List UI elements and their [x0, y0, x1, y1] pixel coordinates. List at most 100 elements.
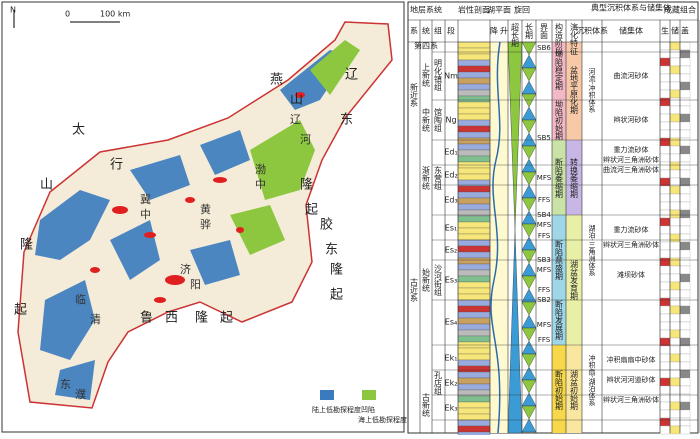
play — [679, 185, 691, 195]
play — [679, 137, 691, 147]
play — [669, 305, 681, 315]
stage: 断陷发展期 — [555, 299, 564, 341]
play — [659, 345, 671, 355]
dep-system: 河流-冲积体系 — [588, 68, 596, 113]
member: Ek₂ — [445, 379, 458, 388]
header: 升 — [500, 27, 508, 36]
play — [669, 145, 681, 155]
play — [669, 377, 681, 387]
map-label: 黄 — [200, 202, 211, 216]
play — [679, 89, 691, 99]
map-label: 起 — [14, 303, 27, 318]
series: 上新统 — [422, 63, 431, 88]
play — [659, 49, 671, 59]
play — [659, 105, 671, 115]
lithology — [457, 275, 491, 283]
lithology — [457, 155, 491, 163]
interface: MFS — [537, 266, 552, 274]
interface: SB5 — [537, 134, 551, 142]
lithology — [457, 299, 491, 307]
map-label: 河 — [300, 133, 311, 146]
cycle — [521, 405, 537, 420]
play — [669, 385, 681, 395]
header: 储集体 — [619, 26, 643, 36]
lithology — [457, 125, 491, 133]
play — [679, 329, 691, 339]
map-label: 中 — [255, 178, 266, 191]
lithology — [457, 311, 491, 319]
reservoir: 冲积扇扇中砂体 — [607, 355, 656, 364]
header: 湖平面 — [487, 6, 511, 15]
feature: 湖盆发育期 — [570, 260, 579, 301]
band — [566, 345, 582, 433]
play — [679, 297, 691, 307]
dep-system: 冲积扇-湖泊体系 — [588, 353, 596, 406]
play — [669, 137, 681, 147]
play — [669, 41, 681, 51]
stage: 坳陷稳定期 — [555, 49, 564, 91]
lithology — [457, 167, 491, 175]
map-label: 太 — [72, 123, 85, 138]
play — [659, 153, 671, 163]
play — [659, 249, 671, 259]
play — [659, 225, 671, 235]
play — [679, 161, 691, 171]
lithology — [457, 413, 491, 421]
system: 第四系 — [414, 41, 438, 51]
member: Es₂ — [445, 246, 457, 255]
reservoir: 曲流河三角洲砂体 — [603, 165, 659, 174]
play — [669, 321, 681, 331]
reservoir: 辫状河河道砂体 — [607, 375, 656, 384]
lithology — [457, 197, 491, 205]
play — [669, 57, 681, 67]
band — [566, 140, 582, 215]
member: Es₃ — [445, 276, 457, 285]
map-label: 临 — [75, 292, 86, 306]
cycle — [521, 275, 537, 290]
interface: SB2 — [537, 296, 551, 304]
play — [659, 145, 671, 155]
play — [679, 97, 691, 107]
lithology — [457, 137, 491, 145]
play — [669, 369, 681, 379]
feature: 转换萎缩期 — [570, 157, 579, 199]
lithology — [457, 287, 491, 295]
band — [552, 42, 566, 140]
play — [679, 57, 691, 67]
lithology — [457, 257, 491, 265]
map-label: 山 — [40, 178, 53, 193]
reservoir: 辫状河三角洲砂体 — [603, 240, 659, 249]
map-label: 辽 — [345, 68, 358, 83]
north: N — [10, 6, 16, 15]
play — [659, 121, 671, 131]
play — [669, 313, 681, 323]
play — [659, 361, 671, 371]
map-label: 渤 — [255, 163, 266, 176]
play — [659, 81, 671, 91]
lithology — [457, 89, 491, 97]
map-label: 隆 — [195, 311, 208, 326]
lithology — [457, 143, 491, 151]
header: 段 — [447, 26, 455, 36]
lithology — [457, 239, 491, 247]
interface: MFS — [537, 221, 552, 229]
interface: SB6 — [537, 44, 551, 52]
header: 岩性剖面 — [458, 5, 490, 15]
play — [659, 297, 671, 307]
play — [659, 233, 671, 243]
lithology — [457, 185, 491, 193]
reservoir: 滩坝砂体 — [617, 270, 645, 279]
lithology — [457, 107, 491, 115]
interface: SB4 — [537, 211, 551, 219]
system: 古近系 — [410, 277, 419, 302]
play — [679, 273, 691, 283]
play — [659, 185, 671, 195]
cycle — [507, 229, 523, 434]
play — [679, 313, 691, 323]
play — [659, 393, 671, 403]
feature: 盆地平原化期 — [570, 65, 579, 115]
play — [679, 169, 691, 179]
interface: MFS — [537, 321, 552, 329]
lithology — [457, 227, 491, 235]
lithology — [457, 263, 491, 271]
